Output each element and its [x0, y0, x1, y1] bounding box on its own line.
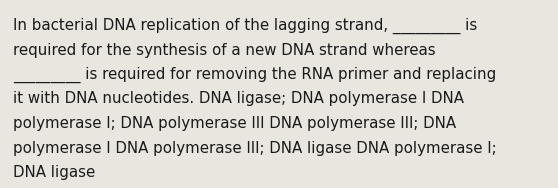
Text: polymerase I DNA polymerase III; DNA ligase DNA polymerase I;: polymerase I DNA polymerase III; DNA lig… [13, 140, 497, 155]
Text: required for the synthesis of a new DNA strand whereas: required for the synthesis of a new DNA … [13, 42, 436, 58]
Text: _________ is required for removing the RNA primer and replacing: _________ is required for removing the R… [13, 67, 496, 83]
Text: it with DNA nucleotides. DNA ligase; DNA polymerase I DNA: it with DNA nucleotides. DNA ligase; DNA… [13, 92, 464, 106]
Text: In bacterial DNA replication of the lagging strand, _________ is: In bacterial DNA replication of the lagg… [13, 18, 477, 34]
Text: DNA ligase: DNA ligase [13, 165, 95, 180]
Text: polymerase I; DNA polymerase III DNA polymerase III; DNA: polymerase I; DNA polymerase III DNA pol… [13, 116, 456, 131]
